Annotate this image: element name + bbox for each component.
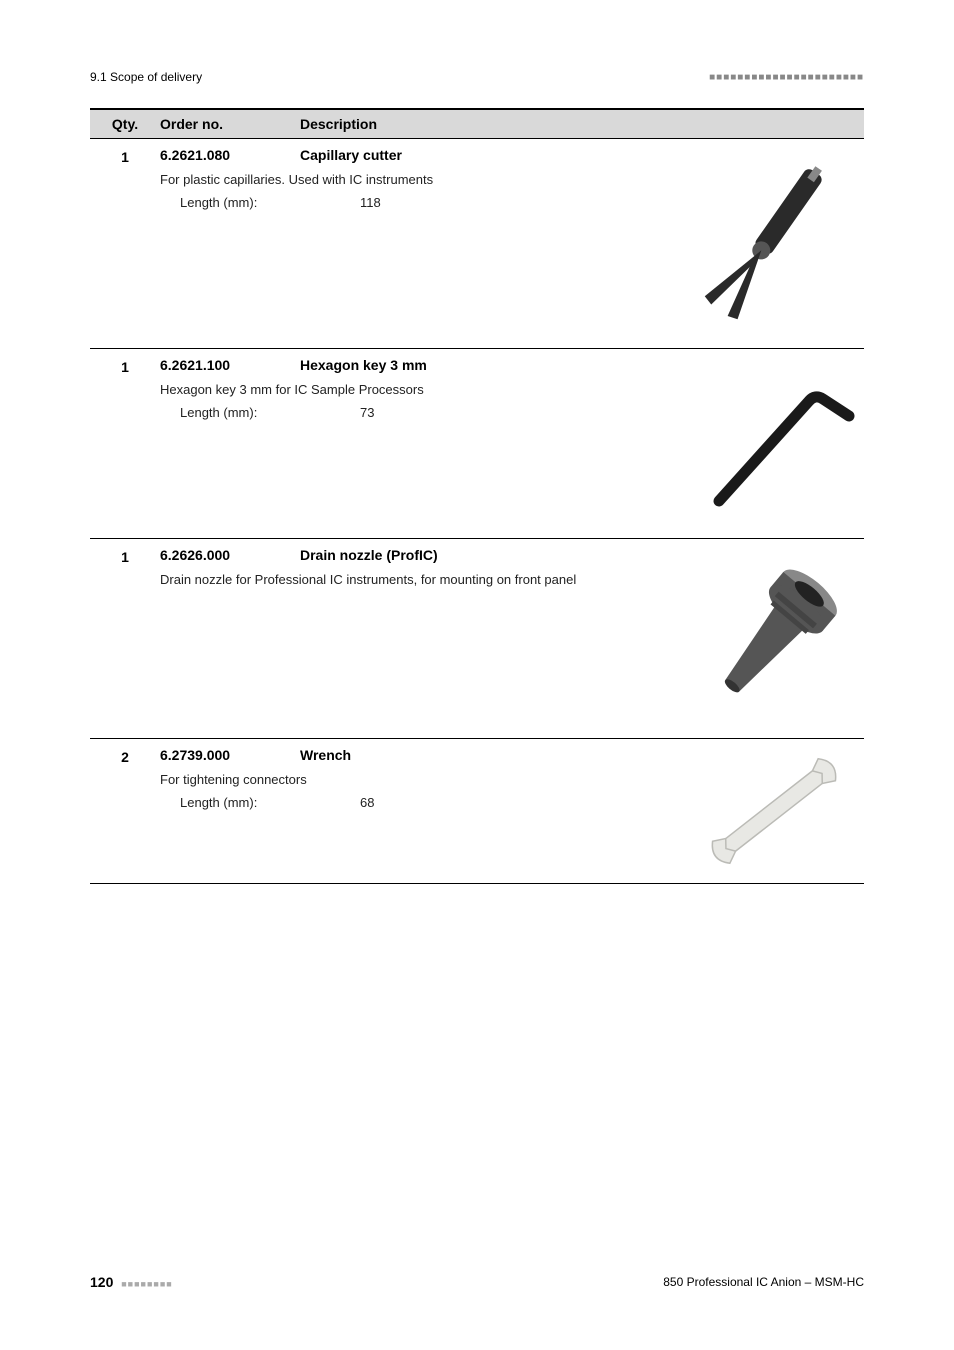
- entry-title-row: 6.2739.000 Wrench: [160, 747, 672, 763]
- qty-cell: 2: [90, 747, 160, 871]
- entry-body: 6.2739.000 Wrench For tightening connect…: [160, 747, 864, 871]
- order-no: 6.2626.000: [160, 547, 300, 563]
- entry-body: 6.2621.080 Capillary cutter For plastic …: [160, 147, 864, 336]
- table-header-row: Qty. Order no. Description: [90, 108, 864, 139]
- qty-cell: 1: [90, 357, 160, 526]
- table-row: 1 6.2621.080 Capillary cutter For plasti…: [90, 139, 864, 349]
- order-no: 6.2621.080: [160, 147, 300, 163]
- col-order-header: Order no.: [160, 116, 300, 132]
- item-description: Hexagon key 3 mm for IC Sample Processor…: [160, 381, 672, 399]
- footer-doc-title: 850 Professional IC Anion – MSM-HC: [663, 1275, 864, 1289]
- spec-row: Length (mm): 118: [160, 195, 672, 210]
- order-no: 6.2621.100: [160, 357, 300, 373]
- wrench-icon: [689, 751, 859, 871]
- hexkey-icon: [689, 361, 859, 511]
- footer-dots: ■■■■■■■■: [121, 1279, 173, 1289]
- entry-body: 6.2621.100 Hexagon key 3 mm Hexagon key …: [160, 357, 864, 526]
- nozzle-icon: [689, 551, 859, 721]
- table-row: 1 6.2621.100 Hexagon key 3 mm Hexagon ke…: [90, 349, 864, 539]
- item-image: [684, 357, 864, 526]
- entry-body: 6.2626.000 Drain nozzle (ProfIC) Drain n…: [160, 547, 864, 726]
- order-no: 6.2739.000: [160, 747, 300, 763]
- cutter-icon: [689, 151, 859, 331]
- entry-title-row: 6.2621.100 Hexagon key 3 mm: [160, 357, 672, 373]
- spec-value: 118: [360, 195, 381, 210]
- item-description: Drain nozzle for Professional IC instrum…: [160, 571, 672, 589]
- entries-container: 1 6.2621.080 Capillary cutter For plasti…: [90, 139, 864, 884]
- table-row: 1 6.2626.000 Drain nozzle (ProfIC) Drain…: [90, 539, 864, 739]
- item-image: [684, 747, 864, 871]
- item-description: For tightening connectors: [160, 771, 672, 789]
- entry-text: 6.2739.000 Wrench For tightening connect…: [160, 747, 684, 871]
- spec-label: Length (mm):: [180, 405, 360, 420]
- page-number: 120: [90, 1274, 113, 1290]
- header-section: 9.1 Scope of delivery: [90, 70, 202, 84]
- qty-cell: 1: [90, 547, 160, 726]
- item-image: [684, 547, 864, 726]
- page-content: 9.1 Scope of delivery ■■■■■■■■■■■■■■■■■■…: [0, 0, 954, 884]
- entry-title-row: 6.2626.000 Drain nozzle (ProfIC): [160, 547, 672, 563]
- spec-value: 73: [360, 405, 374, 420]
- item-title: Drain nozzle (ProfIC): [300, 547, 438, 563]
- spec-row: Length (mm): 73: [160, 405, 672, 420]
- table-row: 2 6.2739.000 Wrench For tightening conne…: [90, 739, 864, 884]
- spec-label: Length (mm):: [180, 795, 360, 810]
- col-qty-header: Qty.: [90, 116, 160, 132]
- qty-cell: 1: [90, 147, 160, 336]
- entry-title-row: 6.2621.080 Capillary cutter: [160, 147, 672, 163]
- item-title: Capillary cutter: [300, 147, 402, 163]
- col-desc-header: Description: [300, 116, 864, 132]
- entry-text: 6.2621.100 Hexagon key 3 mm Hexagon key …: [160, 357, 684, 526]
- spec-row: Length (mm): 68: [160, 795, 672, 810]
- entry-text: 6.2626.000 Drain nozzle (ProfIC) Drain n…: [160, 547, 684, 726]
- spec-value: 68: [360, 795, 374, 810]
- footer-page-number: 120 ■■■■■■■■: [90, 1274, 173, 1290]
- page-footer: 120 ■■■■■■■■ 850 Professional IC Anion –…: [90, 1274, 864, 1290]
- item-title: Wrench: [300, 747, 351, 763]
- entry-text: 6.2621.080 Capillary cutter For plastic …: [160, 147, 684, 336]
- page-header: 9.1 Scope of delivery ■■■■■■■■■■■■■■■■■■…: [90, 70, 864, 84]
- item-description: For plastic capillaries. Used with IC in…: [160, 171, 672, 189]
- item-title: Hexagon key 3 mm: [300, 357, 427, 373]
- item-image: [684, 147, 864, 336]
- header-dots: ■■■■■■■■■■■■■■■■■■■■■■: [709, 72, 864, 83]
- spec-label: Length (mm):: [180, 195, 360, 210]
